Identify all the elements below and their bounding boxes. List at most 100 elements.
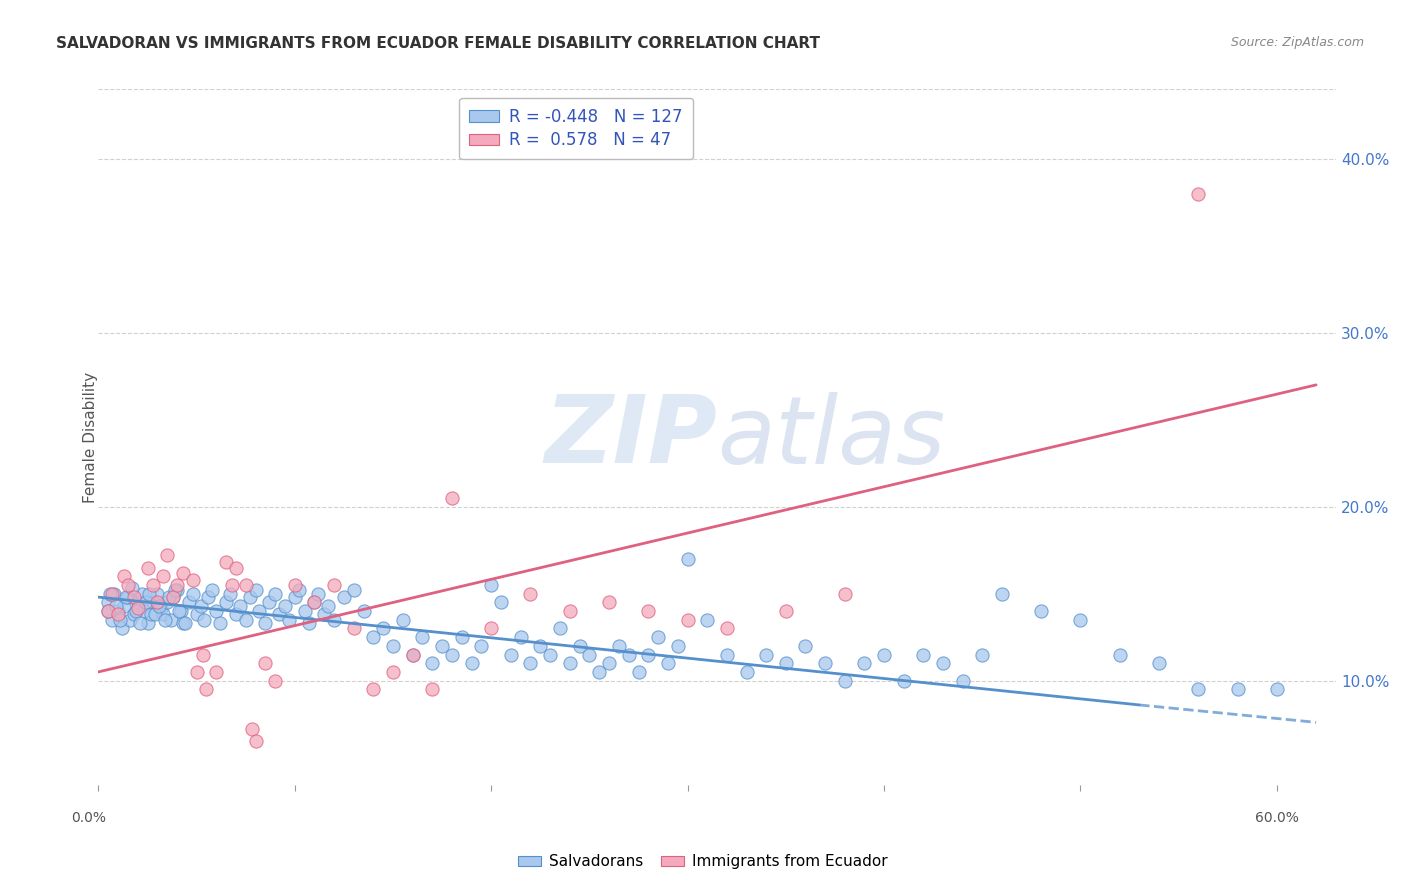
Point xyxy=(627,665,650,679)
Point xyxy=(117,578,139,592)
Point xyxy=(127,595,149,609)
Point xyxy=(1187,682,1209,697)
Point xyxy=(411,630,433,644)
Point xyxy=(538,648,561,662)
Point xyxy=(111,621,134,635)
Point xyxy=(219,587,242,601)
Point xyxy=(254,657,277,671)
Point xyxy=(122,590,145,604)
Point xyxy=(249,604,271,618)
Point xyxy=(177,595,200,609)
Text: 0.0%: 0.0% xyxy=(72,811,105,825)
Point xyxy=(287,583,309,598)
Point xyxy=(193,613,215,627)
Point xyxy=(912,648,935,662)
Point xyxy=(1187,186,1209,201)
Point xyxy=(135,595,157,609)
Point xyxy=(97,595,120,609)
Point xyxy=(440,648,463,662)
Point xyxy=(755,648,778,662)
Point xyxy=(181,573,204,587)
Point xyxy=(519,587,541,601)
Point xyxy=(205,604,228,618)
Point xyxy=(118,613,141,627)
Point xyxy=(136,616,159,631)
Point xyxy=(115,590,138,604)
Point xyxy=(101,613,124,627)
Point xyxy=(333,590,356,604)
Point xyxy=(173,616,195,631)
Point xyxy=(873,648,896,662)
Point xyxy=(162,590,184,604)
Point xyxy=(132,604,155,618)
Point xyxy=(205,665,228,679)
Point xyxy=(314,607,336,622)
Point xyxy=(264,673,287,688)
Point xyxy=(509,630,531,644)
Point xyxy=(186,665,208,679)
Point xyxy=(142,595,165,609)
Point xyxy=(157,590,180,604)
Point xyxy=(834,587,856,601)
Point xyxy=(167,604,190,618)
Point xyxy=(181,587,204,601)
Point xyxy=(598,595,620,609)
Point xyxy=(215,595,238,609)
Point xyxy=(209,616,232,631)
Point xyxy=(235,578,257,592)
Point xyxy=(156,549,179,563)
Point xyxy=(128,616,150,631)
Point xyxy=(294,604,316,618)
Point xyxy=(401,648,423,662)
Point xyxy=(239,590,262,604)
Point xyxy=(558,604,581,618)
Point xyxy=(142,578,165,592)
Point xyxy=(499,648,522,662)
Point xyxy=(229,599,252,613)
Text: SALVADORAN VS IMMIGRANTS FROM ECUADOR FEMALE DISABILITY CORRELATION CHART: SALVADORAN VS IMMIGRANTS FROM ECUADOR FE… xyxy=(56,36,820,51)
Point xyxy=(588,665,610,679)
Point xyxy=(1029,604,1052,618)
Point xyxy=(519,657,541,671)
Point xyxy=(392,613,415,627)
Point xyxy=(382,665,405,679)
Point xyxy=(304,595,326,609)
Point xyxy=(146,587,169,601)
Text: ZIP: ZIP xyxy=(544,391,717,483)
Point xyxy=(97,604,120,618)
Text: atlas: atlas xyxy=(717,392,945,483)
Point xyxy=(1265,682,1288,697)
Point xyxy=(297,616,319,631)
Point xyxy=(304,595,326,609)
Point xyxy=(952,673,974,688)
Point xyxy=(274,599,297,613)
Point xyxy=(245,583,267,598)
Point xyxy=(122,607,145,622)
Point xyxy=(430,639,453,653)
Point xyxy=(440,491,463,505)
Point xyxy=(166,578,188,592)
Point xyxy=(1147,657,1170,671)
Point xyxy=(363,630,385,644)
Point xyxy=(259,595,281,609)
Point xyxy=(138,587,160,601)
Legend: R = -0.448   N = 127, R =  0.578   N = 47: R = -0.448 N = 127, R = 0.578 N = 47 xyxy=(460,97,693,160)
Point xyxy=(153,613,176,627)
Point xyxy=(420,682,443,697)
Point xyxy=(277,613,299,627)
Point xyxy=(101,587,124,601)
Point xyxy=(197,590,219,604)
Y-axis label: Female Disability: Female Disability xyxy=(83,371,97,503)
Point xyxy=(307,587,329,601)
Point xyxy=(775,657,797,671)
Point xyxy=(152,607,174,622)
Point xyxy=(245,734,267,748)
Point xyxy=(221,578,243,592)
Point xyxy=(353,604,375,618)
Point xyxy=(382,639,405,653)
Point xyxy=(225,560,247,574)
Text: Source: ZipAtlas.com: Source: ZipAtlas.com xyxy=(1230,36,1364,49)
Point xyxy=(148,599,170,613)
Point xyxy=(401,648,423,662)
Point xyxy=(932,657,955,671)
